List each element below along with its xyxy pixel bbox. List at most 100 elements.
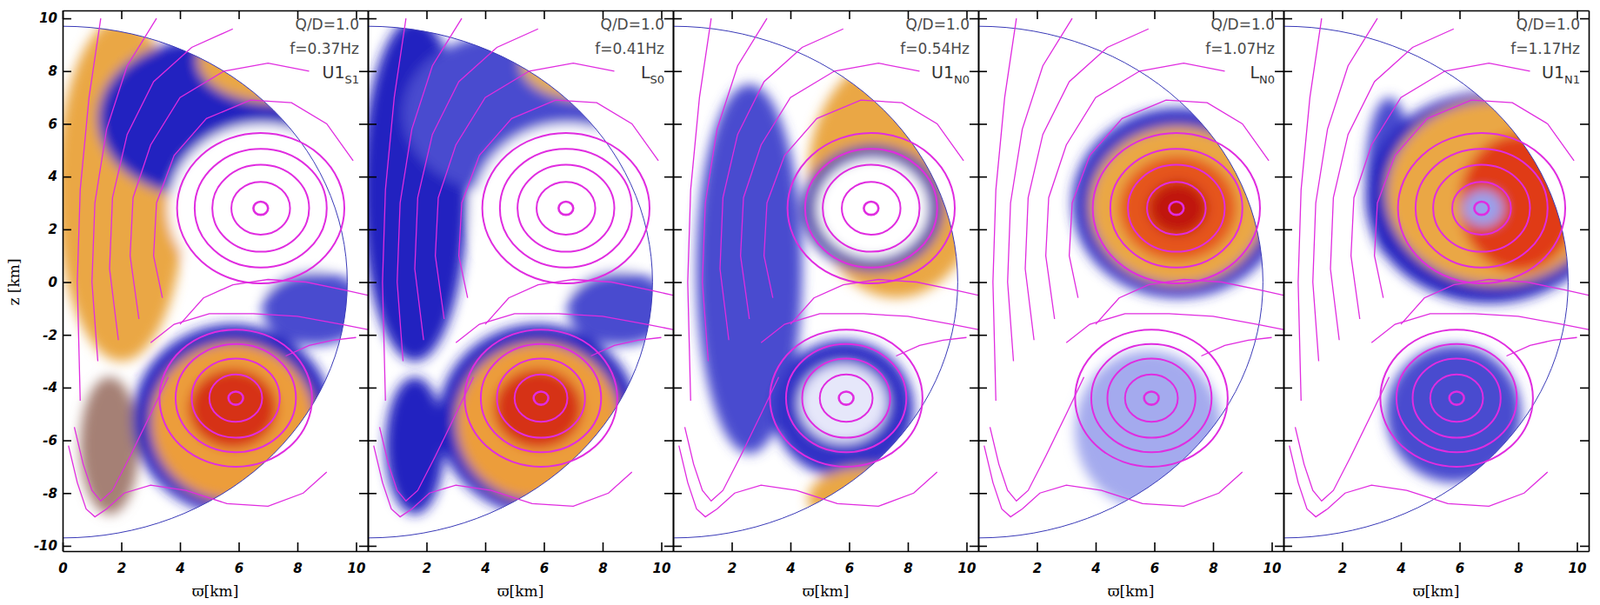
tick-mark (367, 546, 377, 548)
tick-mark (62, 229, 72, 232)
tick-mark (969, 440, 979, 442)
tick-mark (355, 542, 358, 552)
field-loop (517, 164, 614, 252)
tick-mark (673, 334, 682, 337)
tick-mark (367, 70, 377, 73)
tick-label: 8 (903, 560, 913, 577)
tick: 10 (1568, 542, 1587, 577)
tick-mark (62, 493, 72, 495)
tick-mark (1283, 387, 1293, 390)
tick (673, 176, 682, 178)
field-loop (464, 329, 618, 467)
tick-mark (367, 493, 377, 495)
tick-mark (1283, 546, 1293, 548)
field-loop (1433, 164, 1530, 252)
tick-mark (359, 493, 368, 495)
panel-label: Q/D=1.0 (1516, 15, 1580, 34)
tick (664, 440, 674, 442)
tick (544, 10, 546, 20)
tick (664, 546, 674, 547)
tick-mark (664, 123, 674, 126)
tick (1283, 546, 1293, 547)
tick (367, 282, 377, 284)
tick-mark (485, 542, 487, 552)
tick-mark (1283, 229, 1293, 232)
amplitude-field (1072, 107, 1284, 509)
field-loop (1093, 133, 1260, 284)
tick-mark (1283, 18, 1293, 20)
field-line (1298, 18, 1322, 401)
tick-mark (664, 334, 674, 337)
amplitude-region (816, 158, 928, 259)
tick (367, 440, 377, 442)
tick (849, 10, 851, 20)
panel-label: f=1.17Hz (1510, 40, 1580, 58)
tick-mark (359, 70, 368, 73)
tick (1580, 229, 1589, 231)
field-line (1066, 313, 1284, 343)
tick-mark (62, 123, 72, 126)
star-interior (1366, 92, 1600, 483)
tick-mark (969, 281, 979, 284)
tick (969, 18, 979, 20)
tick-mark (1283, 281, 1293, 284)
tick (664, 18, 674, 20)
tick-mark (62, 334, 72, 337)
field-lines (679, 18, 979, 517)
axis-line (673, 10, 980, 13)
field-loop (192, 359, 280, 439)
tick-mark (1095, 10, 1098, 20)
tick-label: 10 (958, 560, 977, 577)
tick-mark (848, 10, 851, 20)
axis-line (62, 11, 65, 553)
tick (1274, 440, 1284, 442)
axis-line (368, 10, 674, 13)
field-line (1374, 100, 1575, 299)
tick (1283, 440, 1293, 442)
tick-mark (1459, 542, 1461, 552)
tick (969, 493, 979, 494)
axis: 246810 (673, 542, 980, 577)
field-loop (1146, 181, 1207, 235)
tick-mark (359, 387, 368, 390)
tick: -6 (42, 433, 72, 449)
tick-mark (969, 334, 979, 337)
field-lines (1289, 18, 1589, 517)
tick (359, 71, 368, 73)
tick-mark (1580, 18, 1589, 20)
tick-mark (907, 542, 910, 552)
tick (664, 229, 674, 231)
field-line (92, 18, 157, 361)
field-line (459, 100, 660, 299)
field-loop (231, 181, 291, 235)
field-lines (68, 18, 368, 517)
tick-mark (1095, 542, 1098, 552)
field-loop (175, 344, 296, 453)
tick-mark (978, 123, 987, 126)
tick-mark (367, 229, 377, 232)
tick (359, 440, 368, 442)
tick-label: 10 (1568, 560, 1587, 577)
tick-mark (978, 176, 987, 179)
tick-mark (664, 546, 674, 548)
tick-mark (1580, 229, 1589, 232)
tick-mark (1580, 70, 1589, 73)
tick-mark (969, 546, 979, 548)
tick (1274, 493, 1284, 494)
tick-mark (673, 387, 682, 390)
tick-label: -4 (42, 380, 58, 396)
field-line (1313, 18, 1378, 361)
field-line (685, 377, 780, 502)
tick-mark (1283, 334, 1293, 337)
axis-line (367, 11, 370, 553)
tick-mark (978, 334, 987, 337)
tick-mark (543, 10, 546, 20)
field-loop (194, 148, 327, 268)
tick-mark (1580, 493, 1589, 495)
field-line (1289, 446, 1548, 518)
tick (978, 18, 987, 20)
tick-label: 6 (234, 560, 244, 577)
tick (1274, 229, 1284, 231)
tick-mark (62, 440, 72, 442)
field-line (1506, 337, 1578, 356)
